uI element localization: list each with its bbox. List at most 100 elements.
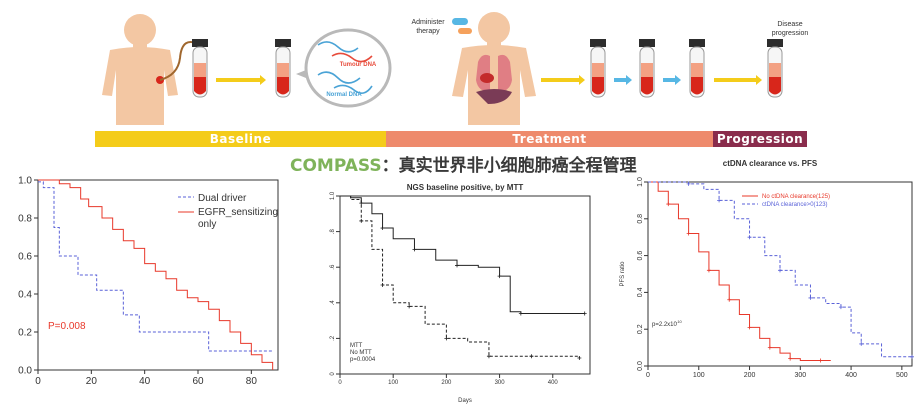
- y-tick-label: 0.4: [637, 287, 644, 297]
- y-tick-label: 0.8: [637, 214, 644, 224]
- plot-frame: [339, 195, 591, 375]
- y-tick-label: 1.0: [330, 191, 336, 200]
- censor-mark: [686, 181, 691, 186]
- plot-frame: [37, 179, 279, 371]
- y-axis-label: PFS ratio: [620, 261, 626, 287]
- censor-mark: [407, 304, 412, 309]
- plot-frame: [647, 181, 913, 367]
- censor-mark: [727, 297, 732, 302]
- x-tick-label: 40: [139, 376, 151, 387]
- page-title: COMPASS：真实世界非小细胞肺癌全程管理: [290, 151, 637, 176]
- x-tick-label: 200: [744, 372, 756, 379]
- x-tick-label: 60: [192, 376, 204, 387]
- phase-baseline: Baseline: [95, 131, 386, 147]
- x-tick-label: 400: [548, 380, 559, 386]
- series-line-1: [648, 181, 831, 361]
- censor-mark: [788, 356, 793, 361]
- disease-progression-label-2: progression: [772, 30, 809, 37]
- legend-label-clearance: ctDNA clearance>0(123): [762, 202, 828, 208]
- x-tick-label: 100: [693, 372, 705, 379]
- censor-mark: [686, 231, 691, 236]
- legend-label-egfr-2: only: [198, 219, 216, 230]
- phase-progression-label: Progression: [716, 132, 804, 146]
- blood-tube-line: [159, 41, 201, 81]
- censor-mark: [380, 283, 385, 287]
- censor-mark: [859, 341, 864, 346]
- censor-mark: [455, 263, 460, 268]
- km-chart-mtt: 0 100 200 300 400 0 .2 .4 .6 .8 1.0 NGS baseline po…: [330, 183, 591, 404]
- title-chinese: ：真实世界非小细胞肺癌全程管理: [381, 156, 637, 176]
- censor-mark: [577, 355, 582, 360]
- blood-tube-icon-6: [767, 39, 783, 98]
- censor-mark: [778, 268, 782, 273]
- y-tick-label: .6: [330, 264, 336, 270]
- series-line-2: [340, 195, 585, 314]
- legend-label-dual-driver: Dual driver: [198, 193, 247, 204]
- series-line-1: [340, 195, 580, 358]
- blood-tube-icon-3: [590, 39, 606, 98]
- y-tick-label: 1.0: [637, 177, 644, 187]
- censor-mark: [838, 305, 843, 310]
- legend-label-egfr-1: EGFR_sensitizing: [198, 207, 278, 218]
- y-tick-label: .8: [330, 228, 336, 234]
- x-tick-label: 500: [896, 372, 908, 379]
- x-tick-label: 20: [86, 376, 98, 387]
- censor-mark: [717, 198, 722, 203]
- censor-mark: [808, 295, 813, 300]
- phase-treatment-label: Treatment: [512, 132, 587, 146]
- x-tick-label: 300: [495, 380, 506, 386]
- y-tick-label: .4: [330, 300, 336, 306]
- censor-mark: [666, 202, 671, 207]
- x-tick-label: 0: [35, 376, 41, 387]
- censor-mark: [412, 247, 417, 252]
- censor-mark: [529, 354, 534, 359]
- p-value-exponent: -10: [676, 319, 683, 324]
- censor-mark: [380, 226, 385, 231]
- censor-mark: [518, 311, 523, 316]
- phase-progression: Progression: [713, 131, 807, 147]
- y-tick-label: 0.2: [18, 328, 32, 339]
- x-tick-label: 0: [646, 372, 650, 379]
- arrow-icon-2: [541, 75, 585, 85]
- pill-icon: [452, 18, 472, 34]
- x-tick-label: 300: [794, 372, 806, 379]
- y-tick-label: 0.6: [637, 251, 644, 261]
- arrow-icon-4: [663, 75, 681, 85]
- phase-treatment: Treatment: [386, 131, 713, 147]
- normal-dna-label: Normal DNA: [326, 92, 362, 98]
- legend-label-no-mtt: No MTT: [350, 350, 372, 356]
- censor-mark: [910, 354, 914, 359]
- arrow-icon-5: [714, 75, 762, 85]
- tumour-dna-label: Tumour DNA: [340, 62, 377, 68]
- patient-figure-treatment: [452, 12, 536, 125]
- x-tick-label: 100: [388, 380, 399, 386]
- p-value-annotation: P=0.008: [48, 321, 86, 332]
- censor-mark: [359, 218, 364, 223]
- x-tick-label: 200: [441, 380, 452, 386]
- arrow-icon-3: [614, 75, 632, 85]
- administer-therapy-label-1: Administer: [411, 19, 445, 26]
- censor-mark: [444, 336, 449, 341]
- censor-mark: [747, 235, 752, 240]
- title-compass: COMPASS: [290, 156, 382, 176]
- y-tick-label: 0.0: [18, 366, 32, 377]
- treatment-timeline-illustration: Tumour DNA Normal DNA Administer therapy…: [102, 12, 809, 125]
- blood-tube-icon-1: [192, 39, 208, 98]
- y-tick-label: 0.8: [18, 214, 32, 225]
- series-line-2: [38, 179, 274, 370]
- blood-tube-icon-4: [639, 39, 655, 98]
- chart-title: ctDNA clearance vs. PFS: [723, 159, 818, 168]
- p-value-annotation: p=0.0004: [350, 357, 376, 363]
- km-chart-dual-driver: 0 20 40 60 80 0.0 0.2 0.4 0.6 0.8 1.0 Dual driver EG…: [18, 176, 279, 387]
- legend-label-mtt: MTT: [350, 343, 363, 349]
- chart-title: NGS baseline positive, by MTT: [407, 183, 524, 192]
- patient-figure-baseline: [102, 14, 178, 125]
- p-value-annotation: p=2.2x10: [652, 322, 678, 328]
- censor-mark: [497, 274, 502, 279]
- phase-baseline-label: Baseline: [209, 132, 272, 146]
- dna-bubble-icon: Tumour DNA Normal DNA: [304, 28, 392, 108]
- censor-mark: [582, 311, 587, 316]
- x-tick-label: 80: [246, 376, 258, 387]
- administer-therapy-label-2: therapy: [416, 28, 440, 35]
- disease-progression-label-1: Disease: [777, 21, 802, 28]
